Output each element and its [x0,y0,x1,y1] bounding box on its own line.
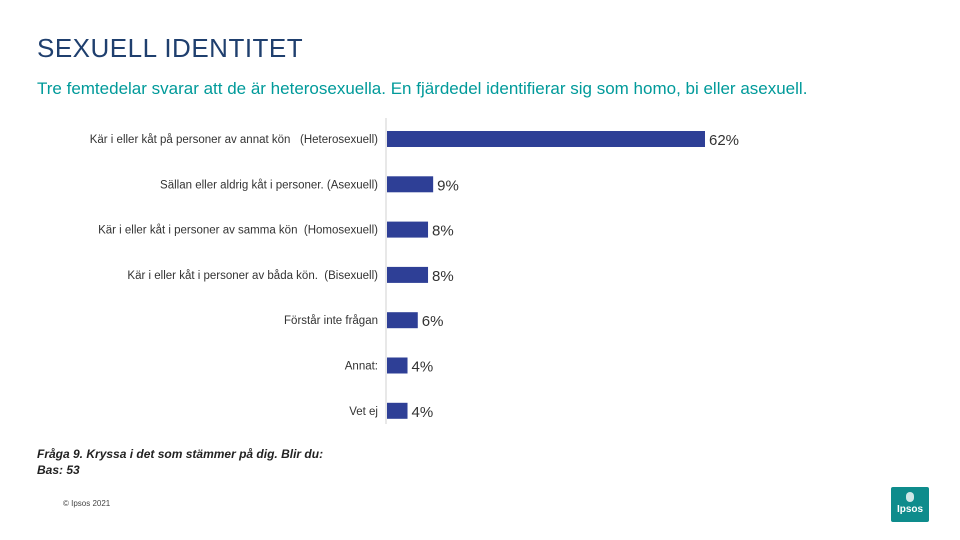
page-title: SEXUELL IDENTITET [37,33,304,63]
bar [387,357,408,374]
category-label: Annat: [345,361,378,373]
ipsos-logo: Ipsos [891,487,929,522]
value-label: 6% [422,313,444,330]
footnote: Fråga 9. Kryssa i det som stämmer på dig… [37,446,323,478]
category-label: Kär i eller kåt i personer av samma kön … [98,225,378,237]
category-label: Förstår inte frågan [284,315,378,327]
value-label: 9% [437,177,459,194]
value-label: 8% [432,223,454,240]
value-label: 8% [432,268,454,285]
bar [387,131,705,147]
bar [387,176,434,193]
category-label: Vet ej [349,406,378,418]
logo-text: Ipsos [896,504,924,515]
bar [387,221,429,238]
category-label: Kär i eller kåt i personer av båda kön. … [127,270,378,282]
category-label: Sällan eller aldrig kåt i personer. (Ase… [160,179,378,191]
question-text: Fråga 9. Kryssa i det som stämmer på dig… [37,447,324,461]
value-label: 4% [412,404,434,421]
category-label: Kär i eller kåt på personer av annat kön… [90,134,378,146]
bar [387,402,408,419]
page-subtitle: Tre femtedelar svarar att de är heterose… [37,79,808,98]
bar [387,266,429,283]
logo-mark-icon [906,492,914,502]
base-text: Bas: 53 [37,463,80,477]
value-label: 62% [709,132,739,149]
copyright: © Ipsos 2021 [63,499,111,508]
value-label: 4% [412,359,434,376]
bar [387,312,418,329]
